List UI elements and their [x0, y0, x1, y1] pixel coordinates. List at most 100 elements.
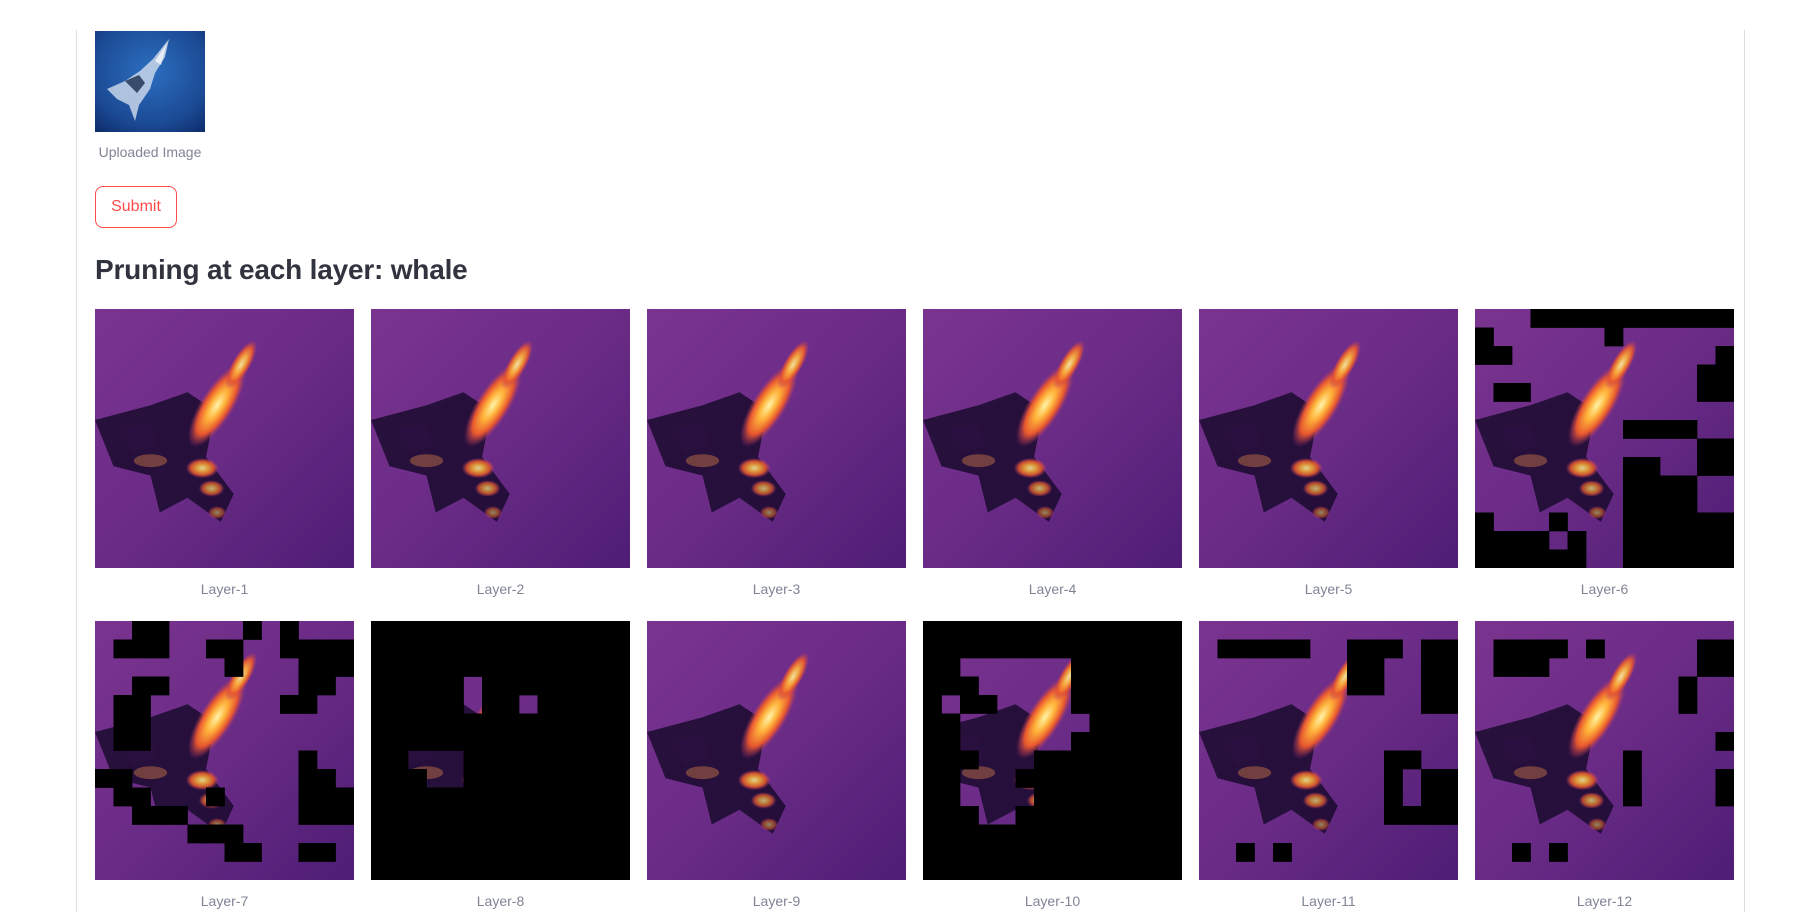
pruned-cell — [1439, 639, 1458, 659]
pruned-cell — [941, 713, 961, 733]
pruned-cell — [1660, 494, 1679, 513]
pruned-cell — [408, 843, 427, 862]
pruned-cell — [482, 824, 501, 844]
pruned-cell — [611, 769, 630, 788]
pruned-cell — [978, 824, 998, 844]
pruned-cell — [611, 824, 630, 844]
pruned-cell — [1145, 695, 1164, 714]
pruned-cell — [1678, 309, 1698, 328]
pruned-cell — [1108, 769, 1127, 788]
pruned-cell — [389, 695, 409, 714]
pruned-cell — [335, 639, 354, 659]
pruned-cell — [463, 787, 483, 807]
pruned-cell — [1145, 843, 1164, 862]
pruned-cell — [537, 843, 557, 862]
pruned-cell — [1493, 639, 1513, 659]
pruned-cell — [1089, 658, 1109, 677]
pruned-cell — [1126, 676, 1146, 696]
pruned-cell — [1678, 549, 1698, 568]
pruned-cell — [1217, 639, 1237, 659]
pruned-cell — [923, 843, 942, 862]
layer-caption: Layer-10 — [1024, 893, 1081, 909]
pruned-cell — [1493, 658, 1513, 677]
layer-heatmap — [923, 621, 1182, 880]
pruned-cell — [537, 787, 557, 807]
pruned-cell — [519, 861, 538, 880]
pruned-cell — [317, 639, 336, 659]
pruned-cell — [95, 769, 114, 788]
layer-caption: Layer-3 — [752, 581, 801, 597]
pruned-cell — [1163, 824, 1182, 844]
pruned-cell — [556, 732, 575, 751]
pruned-cell — [1254, 639, 1274, 659]
pruned-cell — [556, 824, 575, 844]
layer-tile: Layer-3 — [647, 309, 906, 597]
pruned-cell — [1697, 457, 1716, 476]
pruned-cell — [445, 695, 464, 714]
pruned-cell — [923, 787, 942, 807]
pruned-cell — [593, 843, 612, 862]
pruned-cell — [1384, 639, 1403, 659]
pruned-cell — [1623, 549, 1642, 568]
pruned-cell — [500, 713, 520, 733]
pruned-cell — [1145, 806, 1164, 825]
pruned-cell — [1126, 732, 1146, 751]
pruned-cell — [224, 658, 244, 677]
pruned-cell — [1089, 676, 1109, 696]
uploaded-image — [95, 31, 205, 132]
pruned-cell — [593, 732, 612, 751]
pruned-cell — [445, 824, 464, 844]
pruned-cell — [1623, 787, 1642, 807]
pruned-cell — [1439, 806, 1458, 825]
layer-heatmap — [647, 621, 906, 880]
submit-button[interactable]: Submit — [95, 186, 177, 228]
pruned-cell — [997, 843, 1016, 862]
pruned-cell — [1549, 639, 1568, 659]
pruned-cell — [150, 806, 170, 825]
pruned-cell — [978, 861, 998, 880]
pruned-cell — [1163, 843, 1182, 862]
pruned-cell — [1089, 695, 1109, 714]
pruned-cell — [537, 769, 557, 788]
pruned-cell — [206, 639, 225, 659]
layer-heatmap — [923, 309, 1182, 568]
pruned-cell — [1697, 364, 1716, 384]
pruned-cell — [132, 713, 151, 733]
pruned-cell — [426, 639, 446, 659]
pruned-cell — [1623, 494, 1642, 513]
pruned-cell — [1641, 512, 1661, 532]
pruned-cell — [537, 750, 557, 770]
pruned-cell — [1623, 531, 1642, 550]
pruned-cell — [371, 695, 390, 714]
pruned-cell — [593, 824, 612, 844]
pruned-cell — [923, 639, 942, 659]
pruned-cell — [463, 769, 483, 788]
pruned-cell — [1089, 824, 1109, 844]
pruned-cell — [1715, 787, 1734, 807]
pruned-cell — [1475, 327, 1494, 347]
pruned-cell — [593, 639, 612, 659]
pruned-cell — [1034, 824, 1053, 844]
pruned-cell — [1660, 420, 1679, 439]
pruned-cell — [1493, 549, 1513, 568]
pruned-cell — [1052, 750, 1072, 770]
pruned-cell — [519, 621, 538, 640]
pruned-cell — [1660, 531, 1679, 550]
pruned-cell — [317, 806, 336, 825]
pruned-cell — [426, 824, 446, 844]
layer-caption: Layer-7 — [200, 893, 249, 909]
layer-tile: Layer-7 — [95, 621, 354, 909]
pruned-cell — [1071, 843, 1090, 862]
pruned-cell — [978, 639, 998, 659]
pruned-cell — [1365, 639, 1385, 659]
pruned-cell — [978, 621, 998, 640]
pruned-cell — [389, 732, 409, 751]
layer-caption: Layer-6 — [1580, 581, 1629, 597]
pruned-cell — [574, 824, 594, 844]
pruned-cell — [1512, 531, 1531, 550]
pruned-cell — [537, 861, 557, 880]
pruned-cell — [1715, 457, 1734, 476]
pruned-cell — [1052, 806, 1072, 825]
pruned-cell — [1697, 658, 1716, 677]
pruned-cell — [482, 861, 501, 880]
